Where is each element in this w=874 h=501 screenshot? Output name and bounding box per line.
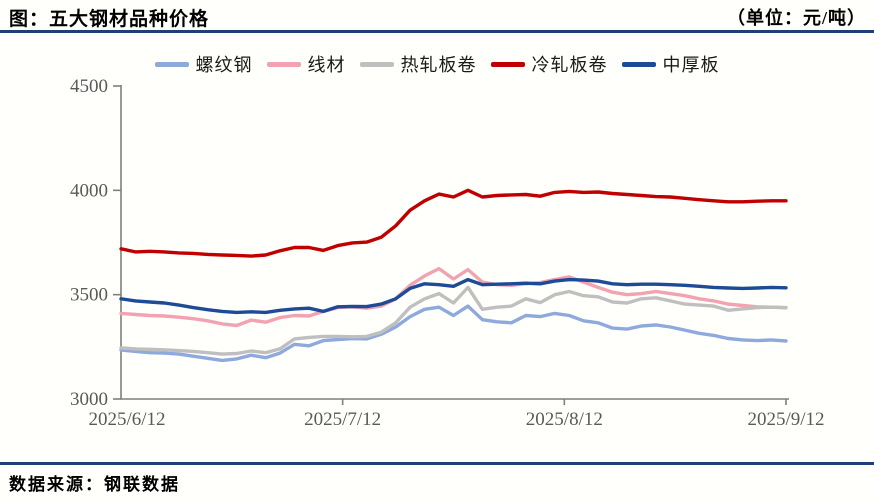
line-series-rebar xyxy=(119,304,788,363)
legend-label: 线材 xyxy=(307,55,346,75)
data-source: 数据来源：钢联数据 xyxy=(9,475,180,494)
legend-line-icon xyxy=(490,61,525,67)
unit-label: （单位：元/吨） xyxy=(726,8,866,28)
y-tick-label: 3000 xyxy=(70,389,108,410)
axis-lines xyxy=(120,85,789,400)
y-tick-label: 4000 xyxy=(70,180,108,201)
legend-label: 螺纹钢 xyxy=(195,55,253,75)
legend-line-icon xyxy=(266,61,301,67)
line-series-cold-rolled-coil xyxy=(119,188,788,258)
legend-line-icon xyxy=(359,61,394,67)
legend-label: 冷轧板卷 xyxy=(531,55,608,75)
legend-label: 中厚板 xyxy=(662,55,720,75)
legend-line-icon xyxy=(621,61,656,67)
legend-item-rebar: 螺纹钢 xyxy=(154,51,253,77)
legend-item-cold-rolled-coil: 冷轧板卷 xyxy=(490,51,608,77)
header-rule xyxy=(0,30,874,33)
y-tick-label: 4500 xyxy=(70,76,108,97)
legend-item-hot-rolled-coil: 热轧板卷 xyxy=(359,51,477,77)
line-series-medium-plate xyxy=(119,277,788,315)
legend-item-wire-rod: 线材 xyxy=(266,51,346,77)
footer-rule xyxy=(0,462,874,465)
x-tick-label: 2025/7/12 xyxy=(304,409,381,430)
legend-label: 热轧板卷 xyxy=(400,55,477,75)
line-series-hot-rolled-coil xyxy=(119,285,788,356)
legend: 螺纹钢 线材 热轧板卷 冷轧板卷 中厚板 xyxy=(0,51,874,77)
legend-item-medium-plate: 中厚板 xyxy=(621,51,720,77)
chart-title: 图：五大钢材品种价格 xyxy=(9,9,210,30)
line-series-wire-rod xyxy=(119,266,788,328)
y-tick-label: 3500 xyxy=(70,285,108,306)
legend-line-icon xyxy=(154,61,189,67)
x-tick-label: 2025/8/12 xyxy=(526,409,603,430)
x-tick-label: 2025/6/12 xyxy=(88,409,165,430)
x-tick-label: 2025/9/12 xyxy=(747,409,824,430)
